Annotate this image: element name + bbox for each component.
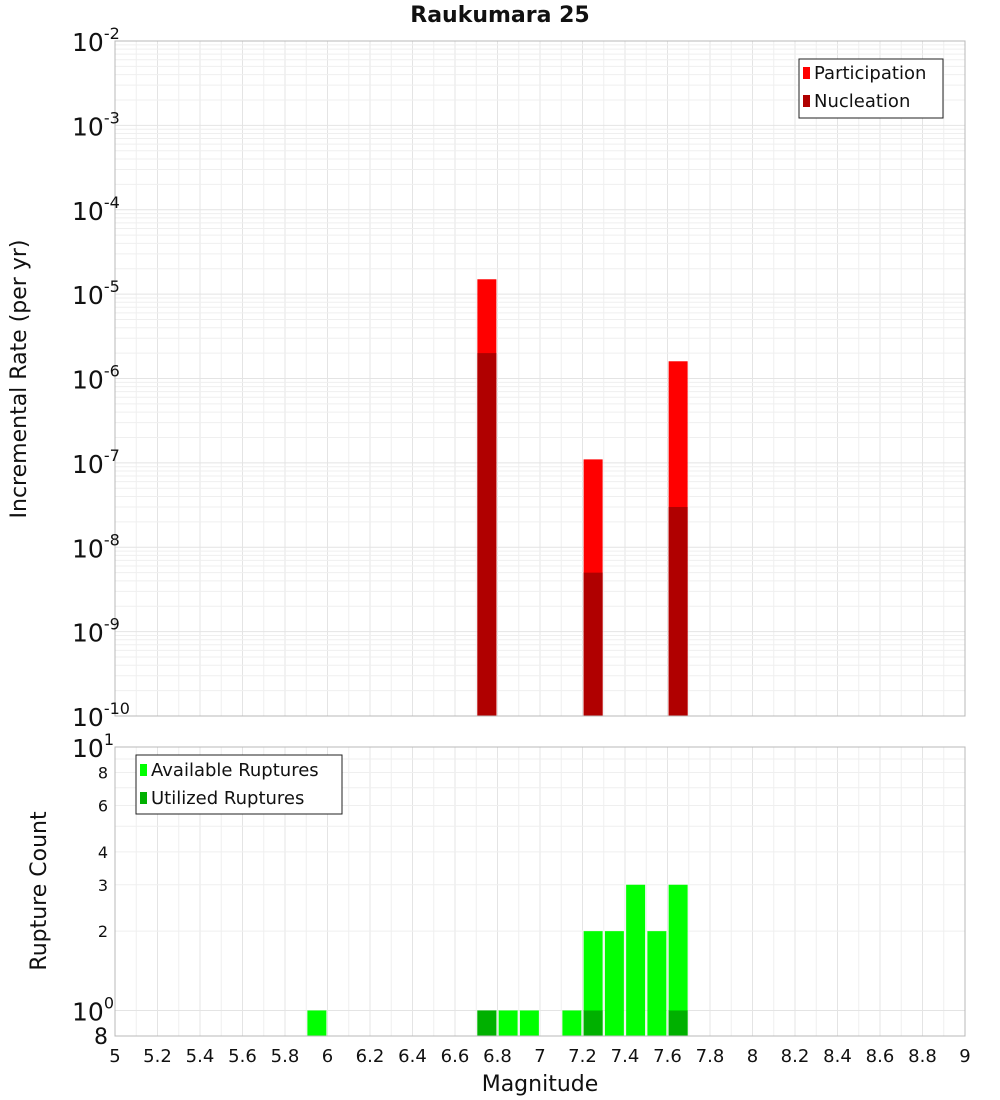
tick-exponent: -7	[104, 446, 120, 465]
count-y-tick-label: 8	[94, 1025, 108, 1050]
tick-base: 10	[72, 997, 104, 1026]
legend-swatch	[140, 792, 147, 804]
legend-label: Utilized Ruptures	[151, 788, 304, 809]
x-tick-label: 7.2	[568, 1046, 597, 1067]
tick-base: 10	[72, 619, 104, 648]
x-tick-label: 8.4	[823, 1046, 852, 1067]
x-tick-label: 6.6	[441, 1046, 470, 1067]
utilized-ruptures-bar	[477, 1010, 497, 1036]
count-y-tick-label: 3	[98, 876, 108, 895]
rate-y-axis-label: Incremental Rate (per yr)	[7, 240, 32, 519]
tick-exponent: -3	[104, 108, 120, 127]
x-tick-label: 5.6	[228, 1046, 257, 1067]
rate-y-tick-label: 10-9	[72, 615, 120, 648]
tick-exponent: -8	[104, 530, 120, 549]
tick-base: 10	[72, 450, 104, 479]
x-tick-label: 6.2	[356, 1046, 385, 1067]
count-y-tick-label: 100	[72, 993, 114, 1026]
utilized-ruptures-bar	[583, 1010, 603, 1036]
nucleation-bar	[668, 506, 688, 716]
rate-y-tick-label: 10-2	[72, 24, 120, 57]
x-tick-label: 8	[747, 1046, 758, 1067]
count-y-tick-label: 4	[98, 843, 108, 862]
tick-exponent: 1	[104, 730, 114, 749]
tick-base: 10	[72, 534, 104, 563]
tick-exponent: -4	[104, 193, 120, 212]
x-tick-label: 8.6	[866, 1046, 895, 1067]
tick-base: 10	[72, 112, 104, 141]
legend-swatch	[803, 67, 810, 79]
rate-y-tick-label: 10-10	[72, 699, 130, 732]
rate-y-tick-label: 10-6	[72, 362, 120, 395]
nucleation-bar	[583, 572, 603, 716]
x-tick-label: 7.4	[611, 1046, 640, 1067]
rate-y-tick-label: 10-4	[72, 193, 120, 226]
x-axis-label: Magnitude	[482, 1072, 599, 1097]
x-tick-label: 5.4	[186, 1046, 215, 1067]
tick-base: 10	[72, 281, 104, 310]
legend-label: Available Ruptures	[151, 760, 319, 781]
available-ruptures-bar	[604, 931, 624, 1036]
tick-exponent: 0	[104, 993, 114, 1012]
x-tick-label: 5.2	[143, 1046, 172, 1067]
chart-title: Raukumara 25	[410, 3, 589, 28]
tick-exponent: -5	[104, 277, 120, 296]
rate-legend-box	[798, 58, 944, 119]
x-tick-label: 8.8	[908, 1046, 937, 1067]
tick-base: 10	[72, 366, 104, 395]
available-ruptures-bar	[562, 1010, 582, 1036]
tick-base: 10	[72, 703, 104, 732]
nucleation-bar	[477, 353, 497, 716]
count-legend-box	[135, 754, 343, 815]
x-tick-label: 7.8	[696, 1046, 725, 1067]
available-ruptures-bar	[626, 884, 646, 1036]
count-legend: Available Ruptures Utilized Ruptures	[135, 754, 343, 815]
available-ruptures-bar	[583, 931, 603, 1036]
legend-label: Participation	[814, 63, 926, 84]
legend-label: Nucleation	[814, 91, 910, 112]
x-tick-label: 6	[322, 1046, 333, 1067]
rate-y-tick-label: 10-5	[72, 277, 120, 310]
count-y-tick-label: 101	[72, 730, 114, 763]
tick-base: 10	[72, 734, 104, 763]
x-tick-label: 7.6	[653, 1046, 682, 1067]
tick-base: 10	[72, 197, 104, 226]
rate-y-tick-label: 10-8	[72, 530, 120, 563]
available-ruptures-bar	[498, 1010, 518, 1036]
x-tick-label: 6.8	[483, 1046, 512, 1067]
x-tick-label: 9	[959, 1046, 970, 1067]
available-ruptures-bar	[307, 1010, 327, 1036]
x-tick-label: 5.8	[271, 1046, 300, 1067]
rate-legend: Participation Nucleation	[798, 58, 944, 119]
available-ruptures-bar	[668, 884, 688, 1036]
rate-plot-border	[114, 40, 966, 717]
count-y-tick-label: 2	[98, 922, 108, 941]
available-ruptures-bar	[647, 931, 667, 1036]
x-tick-label: 8.2	[781, 1046, 810, 1067]
x-tick-label: 7	[534, 1046, 545, 1067]
available-ruptures-bar	[519, 1010, 539, 1036]
rate-y-tick-label: 10-7	[72, 446, 120, 479]
tick-exponent: -10	[104, 699, 130, 718]
count-y-tick-label: 6	[98, 796, 108, 815]
rate-y-tick-label: 10-3	[72, 108, 120, 141]
x-tick-label: 6.4	[398, 1046, 427, 1067]
count-y-axis-label: Rupture Count	[27, 811, 52, 971]
utilized-ruptures-bar	[668, 1010, 688, 1036]
tick-exponent: -2	[104, 24, 120, 43]
count-y-tick-label: 8	[98, 764, 108, 783]
x-tick-label: 5	[109, 1046, 120, 1067]
tick-exponent: -6	[104, 362, 120, 381]
tick-base: 10	[72, 28, 104, 57]
count-plot-border	[114, 746, 966, 1037]
legend-swatch	[803, 95, 810, 107]
tick-exponent: -9	[104, 615, 120, 634]
legend-swatch	[140, 764, 147, 776]
